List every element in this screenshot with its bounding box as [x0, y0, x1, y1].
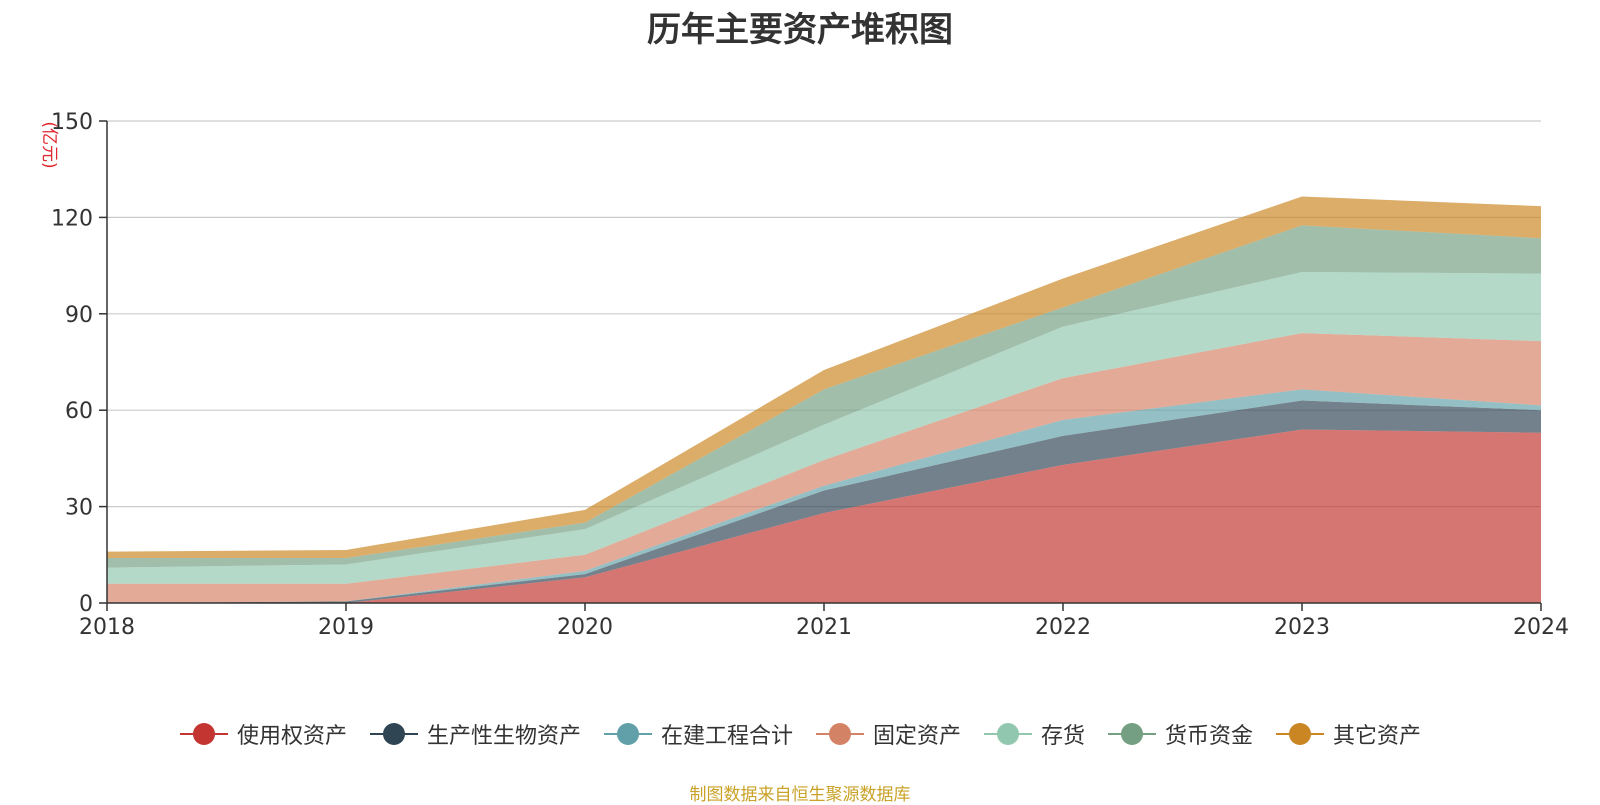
source-note: 制图数据来自恒生聚源数据库	[689, 785, 911, 805]
x-tick-label: 2021	[796, 615, 852, 640]
x-tick-label: 2020	[557, 615, 613, 640]
legend-item[interactable]: 生产性生物资产	[369, 718, 581, 750]
area-series-使用权资产	[107, 429, 1541, 603]
y-tick-label: 30	[65, 496, 93, 521]
x-tick-label: 2019	[318, 615, 374, 640]
legend-marker-icon	[369, 723, 418, 745]
legend-marker-icon	[1108, 723, 1157, 745]
x-tick-label: 2022	[1035, 615, 1091, 640]
area-series-存货	[107, 272, 1541, 584]
legend-label: 固定资产	[872, 724, 961, 749]
area-series-货币资金	[107, 225, 1541, 568]
legend-marker-icon	[815, 723, 864, 745]
y-tick-label: 90	[65, 303, 93, 328]
area-series	[107, 196, 1541, 603]
legend-item[interactable]: 固定资产	[815, 718, 961, 750]
area-series-其它资产	[107, 196, 1541, 559]
x-tick-label: 2023	[1274, 615, 1330, 640]
x-tick-label: 2018	[79, 615, 135, 640]
area-series-生产性生物资产	[107, 400, 1541, 603]
legend-item[interactable]: 其它资产	[1275, 718, 1421, 750]
legend-item[interactable]: 在建工程合计	[603, 718, 793, 750]
y-axis-unit-label: (亿元)	[39, 121, 59, 168]
legend-label: 存货	[1041, 724, 1086, 749]
legend-label: 其它资产	[1333, 724, 1422, 749]
legend-label: 使用权资产	[236, 724, 347, 749]
legend-label: 生产性生物资产	[426, 724, 581, 749]
chart-title: 历年主要资产堆积图	[647, 10, 953, 50]
legend-item[interactable]: 货币资金	[1107, 718, 1253, 750]
y-tick-label: 150	[51, 110, 93, 135]
legend: 使用权资产 生产性生物资产 在建工程合计 固定资产 存货 货币资金 其它资产	[0, 716, 1600, 752]
legend-item[interactable]: 存货	[983, 718, 1085, 750]
axes: 0 30 60 90 120 150 2018 2019 2020 2021 2022 2023 202…	[51, 110, 1569, 640]
legend-label: 在建工程合计	[660, 724, 793, 749]
y-tick-label: 0	[79, 592, 93, 617]
y-tick-label: 120	[51, 206, 93, 231]
legend-marker-icon	[984, 723, 1032, 745]
legend-marker-icon	[179, 723, 228, 745]
legend-item[interactable]: 使用权资产	[179, 718, 347, 750]
legend-marker-icon	[603, 723, 652, 745]
legend-marker-icon	[1276, 723, 1325, 745]
x-tick-label: 2024	[1513, 615, 1569, 640]
area-series-固定资产	[107, 333, 1541, 603]
y-tick-label: 60	[65, 399, 93, 424]
legend-label: 货币资金	[1165, 724, 1254, 749]
